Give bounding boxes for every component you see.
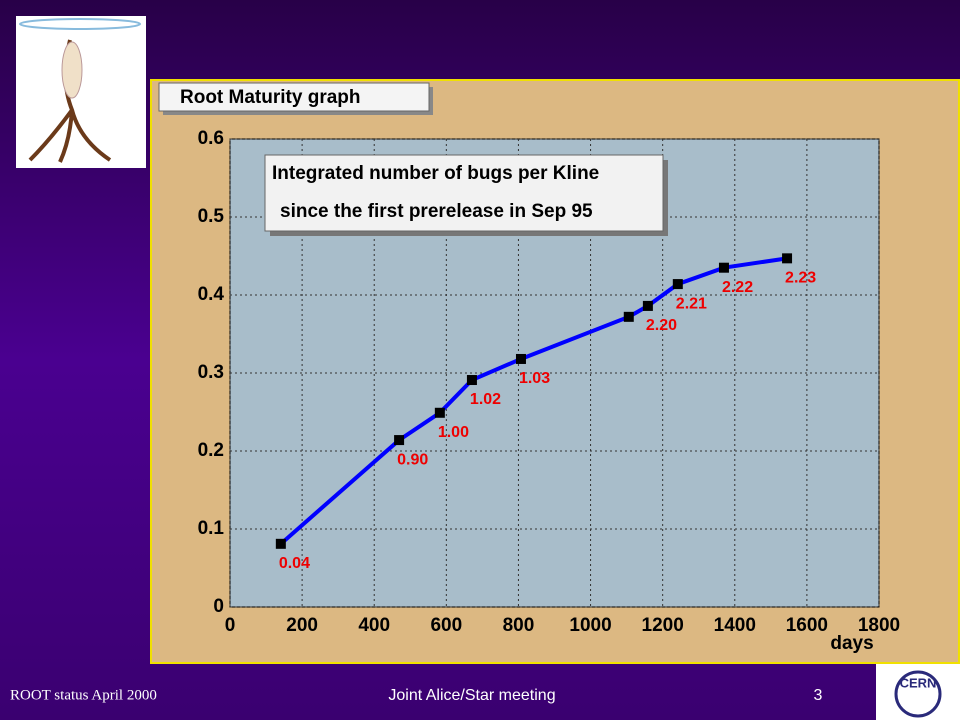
x-tick-label: 1000: [569, 615, 611, 636]
annotation-line: Integrated number of bugs per Kline: [272, 163, 599, 184]
y-tick-label: 0: [213, 596, 224, 617]
point-label: 2.21: [676, 295, 707, 312]
x-tick-label: 400: [358, 615, 390, 636]
y-tick-label: 0.4: [198, 284, 225, 305]
data-point: [466, 375, 477, 386]
footer-left: ROOT status April 2000: [10, 687, 157, 703]
x-tick-label: 1200: [642, 615, 684, 636]
y-tick-label: 0.2: [198, 440, 224, 461]
x-tick-label: 800: [503, 615, 535, 636]
chart-title: Root Maturity graph: [180, 87, 361, 108]
data-point: [782, 253, 793, 264]
data-line: [279, 256, 788, 546]
data-point: [718, 262, 729, 273]
x-tick-label: 1600: [786, 615, 828, 636]
x-tick-label: 0: [225, 615, 236, 636]
cern-logo: CERN: [876, 664, 960, 720]
y-tick-label: 0.1: [198, 518, 225, 539]
y-tick-label: 0.3: [198, 362, 224, 383]
footer-center: Joint Alice/Star meeting: [388, 687, 555, 704]
data-point: [275, 538, 286, 549]
point-label: 2.22: [722, 279, 753, 296]
point-label: 0.90: [397, 451, 428, 468]
x-tick-label: 600: [430, 615, 462, 636]
x-tick-label: 1800: [858, 615, 900, 636]
logo-image: [16, 16, 146, 168]
point-label: 1.02: [470, 391, 501, 408]
svg-text:CERN: CERN: [900, 675, 937, 690]
x-tick-label: 200: [286, 615, 318, 636]
data-point: [394, 435, 405, 446]
y-tick-label: 0.5: [198, 206, 225, 227]
annotation-line: since the first prerelease in Sep 95: [280, 201, 593, 222]
point-label: 1.03: [519, 370, 550, 387]
data-point: [672, 279, 683, 290]
data-point: [434, 407, 445, 418]
y-tick-label: 0.6: [198, 128, 224, 149]
annotation-box: [264, 154, 664, 232]
data-point: [623, 311, 634, 322]
page-number: 3: [814, 687, 823, 704]
x-axis-label: days: [830, 633, 873, 654]
data-point: [642, 300, 653, 311]
point-label: 1.00: [438, 424, 469, 441]
point-label: 0.04: [279, 555, 310, 572]
point-label: 2.23: [785, 270, 816, 287]
data-point: [515, 353, 526, 364]
x-tick-label: 1400: [714, 615, 756, 636]
point-label: 2.20: [646, 317, 677, 334]
title-box: [158, 82, 430, 112]
